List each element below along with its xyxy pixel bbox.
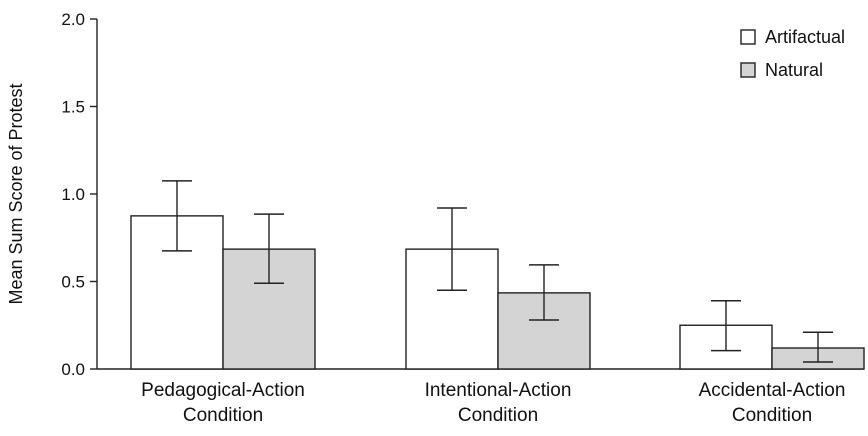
bars [130, 215, 865, 370]
category-label: Pedagogical-Action [141, 380, 305, 401]
legend: Artifactual Natural [740, 27, 845, 80]
category-labels: Pedagogical-Action Condition Intentional-A… [141, 380, 845, 426]
category-label: Intentional-Action [425, 380, 572, 401]
y-tick-label: 0.0 [61, 360, 85, 379]
y-axis-title: Mean Sum Score of Protest [6, 83, 26, 304]
legend-label: Natural [765, 60, 823, 80]
category-label: Condition [183, 405, 263, 426]
y-tick-label: 1.0 [61, 185, 85, 204]
y-tick-label: 1.5 [61, 98, 85, 117]
category-label: Accidental-Action [699, 380, 846, 401]
category-label: Condition [732, 405, 812, 426]
legend-label: Artifactual [765, 27, 845, 47]
y-tick-label: 2.0 [61, 10, 85, 29]
category-label: Condition [458, 405, 538, 426]
legend-swatch [740, 29, 756, 45]
y-tick-label: 0.5 [61, 273, 85, 292]
error-bars [162, 180, 833, 363]
y-tick-labels: 0.0 0.5 1.0 1.5 2.0 [61, 10, 85, 379]
legend-swatch [740, 62, 756, 78]
